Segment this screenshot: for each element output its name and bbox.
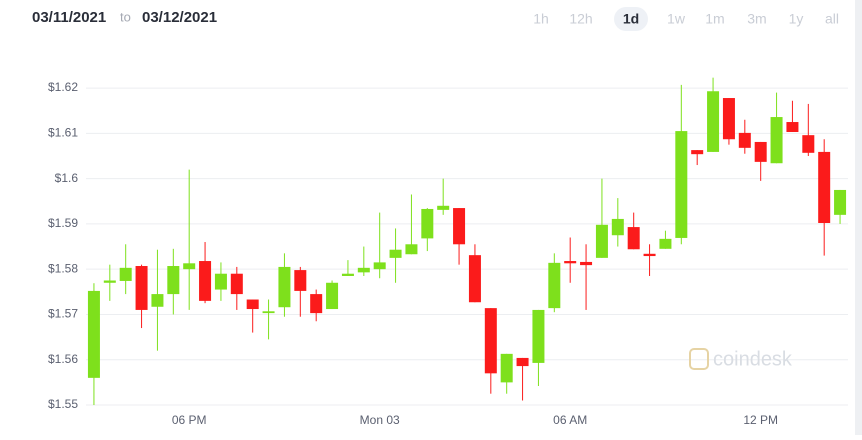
range-button[interactable]: 1w <box>667 11 686 27</box>
x-tick-label: 06 AM <box>553 413 587 427</box>
candle-body <box>389 249 402 258</box>
candle-body <box>738 132 751 148</box>
candle-body <box>103 280 116 283</box>
y-tick-label: $1.57 <box>48 307 78 321</box>
x-tick-label: 06 PM <box>172 413 207 427</box>
x-tick-label: 12 PM <box>743 413 778 427</box>
candle-body <box>754 141 767 162</box>
scrollbar <box>855 0 862 435</box>
y-tick-label: $1.59 <box>48 216 78 230</box>
start-date[interactable]: 03/11/2021 <box>32 9 106 26</box>
candle-body <box>532 309 545 363</box>
candle-body <box>580 261 593 266</box>
candle-body <box>167 266 180 295</box>
candle-body <box>230 273 243 295</box>
y-tick-label: $1.56 <box>48 352 78 366</box>
range-button[interactable]: 1y <box>789 11 804 27</box>
y-tick-label: $1.58 <box>48 261 78 275</box>
candle-body <box>135 266 148 310</box>
candle-body <box>468 255 481 303</box>
candle-body <box>183 263 196 270</box>
candle-body <box>675 131 688 238</box>
candle-body <box>548 262 561 309</box>
candle-body <box>262 311 275 314</box>
range-button[interactable]: all <box>825 11 839 27</box>
candle-body <box>294 270 307 291</box>
candle-body <box>770 117 783 164</box>
candle-body <box>421 208 434 239</box>
candle-body <box>564 261 577 264</box>
candle-body <box>341 273 354 276</box>
candle-body <box>119 267 132 281</box>
candle-body <box>818 151 831 224</box>
range-button[interactable]: 1d <box>623 11 639 27</box>
y-tick-label: $1.61 <box>48 126 78 140</box>
candle-body <box>516 357 529 367</box>
range-button[interactable]: 3m <box>747 11 766 27</box>
candle-body <box>484 308 497 374</box>
candle-body <box>786 122 799 132</box>
y-tick-label: $1.62 <box>48 80 78 94</box>
watermark: coindesk <box>713 348 793 370</box>
candle-body <box>659 238 672 249</box>
y-tick-label: $1.55 <box>48 397 78 411</box>
candle-body <box>214 273 227 290</box>
candle-body <box>278 266 291 308</box>
candle-body <box>500 353 513 383</box>
end-date[interactable]: 03/12/2021 <box>142 9 217 26</box>
candle-body <box>151 294 164 307</box>
range-button[interactable]: 1h <box>533 11 549 27</box>
range-button[interactable]: 12h <box>569 11 592 27</box>
range-selected-bg <box>614 7 648 31</box>
candle-body <box>246 299 259 310</box>
candle-body <box>310 294 323 314</box>
candle-body <box>373 262 386 270</box>
y-tick-label: $1.6 <box>55 171 79 185</box>
candle-body <box>627 227 640 250</box>
candle-body <box>802 135 815 153</box>
candle-body <box>326 282 339 310</box>
candle-body <box>691 150 704 155</box>
date-separator: to <box>120 9 131 24</box>
candle-body <box>199 261 212 301</box>
candle-body <box>453 208 466 245</box>
candle-body <box>643 253 656 257</box>
candle-body <box>405 244 418 255</box>
watermark-logo <box>689 348 709 370</box>
range-button[interactable]: 1m <box>705 11 724 27</box>
candle-body <box>611 218 624 236</box>
candle-body <box>595 224 608 258</box>
candle-body <box>707 91 720 152</box>
candle-body <box>87 290 100 378</box>
candle-body <box>722 98 735 140</box>
x-tick-label: Mon 03 <box>360 413 400 427</box>
candle-body <box>834 189 847 215</box>
candle-body <box>357 267 370 273</box>
candle-body <box>437 205 450 210</box>
